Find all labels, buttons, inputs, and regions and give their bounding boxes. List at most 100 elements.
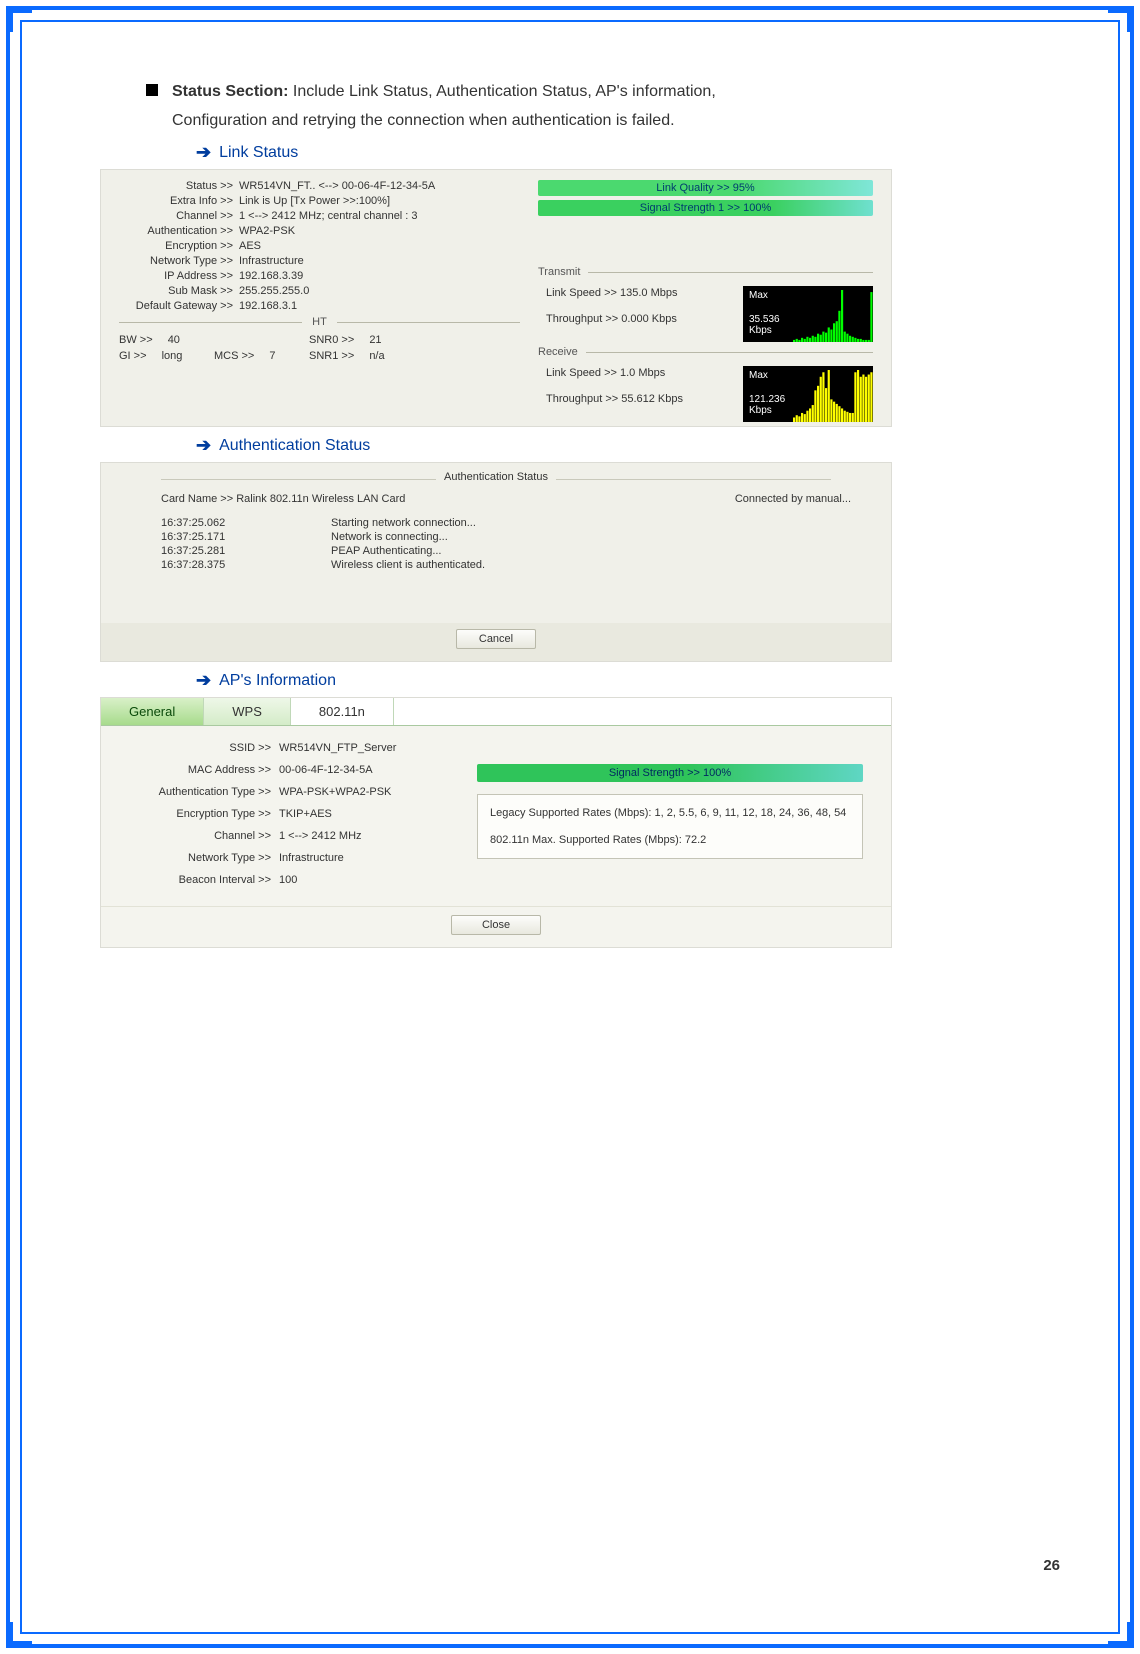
- value: 00-06-4F-12-34-5A: [279, 764, 373, 776]
- rx-graph: Max 121.236Kbps: [743, 366, 873, 422]
- tx-link-speed: Link Speed >> 135.0 Mbps: [546, 287, 735, 299]
- label: Network Type >>: [129, 852, 279, 864]
- value: WPA-PSK+WPA2-PSK: [279, 786, 391, 798]
- cancel-button[interactable]: Cancel: [456, 629, 536, 649]
- label: SSID >>: [129, 742, 279, 754]
- tab-spacer: [394, 698, 891, 725]
- receive-title: Receive: [538, 346, 578, 358]
- log-message: Network is connecting...: [331, 531, 448, 543]
- arrow-icon: ➔: [196, 435, 211, 456]
- graph-max-label: Max: [749, 290, 768, 301]
- legacy-rates: Legacy Supported Rates (Mbps): 1, 2, 5.5…: [490, 805, 850, 822]
- corner: [1108, 10, 1130, 32]
- close-button[interactable]: Close: [451, 915, 541, 935]
- label: Network Type >>: [119, 255, 239, 267]
- screenshot-link-status: Status >>WR514VN_FT.. <--> 00-06-4F-12-3…: [100, 169, 892, 427]
- square-bullet-icon: [146, 84, 158, 96]
- label: Sub Mask >>: [119, 285, 239, 297]
- label: Default Gateway >>: [119, 300, 239, 312]
- screenshot-ap-info: General WPS 802.11n SSID >>WR514VN_FTP_S…: [100, 697, 892, 948]
- rx-throughput: Throughput >> 55.612 Kbps: [546, 393, 735, 405]
- arrow-label: AP's Information: [219, 672, 336, 690]
- ht-label: HT: [302, 316, 337, 328]
- page-content: Status Section: Include Link Status, Aut…: [50, 50, 1090, 1604]
- link-status-right: Link Quality >> 95% Signal Strength 1 >>…: [538, 180, 873, 422]
- auth-log: 16:37:25.062Starting network connection.…: [101, 511, 891, 623]
- transmit-title: Transmit: [538, 266, 580, 278]
- value: long: [162, 350, 183, 362]
- value: 100: [279, 874, 297, 886]
- label: BW >>: [119, 334, 153, 346]
- label: GI >>: [119, 350, 147, 362]
- log-message: Wireless client is authenticated.: [331, 559, 485, 571]
- value: TKIP+AES: [279, 808, 332, 820]
- value: AES: [239, 240, 520, 252]
- graph-unit: Kbps: [749, 325, 772, 336]
- value: WR514VN_FTP_Server: [279, 742, 396, 754]
- value: 255.255.255.0: [239, 285, 520, 297]
- log-row: 16:37:25.171Network is connecting...: [161, 531, 851, 543]
- log-timestamp: 16:37:25.281: [161, 545, 331, 557]
- value: 192.168.3.39: [239, 270, 520, 282]
- arrow-auth-status: ➔ Authentication Status: [110, 435, 1030, 456]
- card-name-label: Card Name >> Ralink 802.11n Wireless LAN…: [161, 493, 405, 505]
- log-row: 16:37:25.281PEAP Authenticating...: [161, 545, 851, 557]
- corner: [10, 1622, 32, 1644]
- log-timestamp: 16:37:25.171: [161, 531, 331, 543]
- arrow-link-status: ➔ Link Status: [110, 142, 1030, 163]
- arrow-label: Authentication Status: [219, 437, 370, 455]
- value: 21: [369, 334, 381, 346]
- value: 7: [269, 350, 275, 362]
- log-message: PEAP Authenticating...: [331, 545, 441, 557]
- graph-max-label: Max: [749, 370, 768, 381]
- bullet-text: Status Section: Include Link Status, Aut…: [172, 80, 716, 103]
- value: n/a: [369, 350, 384, 362]
- corner: [10, 10, 32, 32]
- log-row: 16:37:25.062Starting network connection.…: [161, 517, 851, 529]
- tx-graph: Max 35.536Kbps: [743, 286, 873, 342]
- value: Link is Up [Tx Power >>:100%]: [239, 195, 520, 207]
- signal-strength-bar: Signal Strength 1 >> 100%: [538, 200, 873, 216]
- arrow-label: Link Status: [219, 144, 298, 162]
- value: WR514VN_FT.. <--> 00-06-4F-12-34-5A: [239, 180, 520, 192]
- value: 40: [168, 334, 180, 346]
- connected-label: Connected by manual...: [735, 493, 851, 505]
- value: 192.168.3.1: [239, 300, 520, 312]
- value: WPA2-PSK: [239, 225, 520, 237]
- link-status-left: Status >>WR514VN_FT.. <--> 00-06-4F-12-3…: [119, 180, 520, 422]
- rates-box: Legacy Supported Rates (Mbps): 1, 2, 5.5…: [477, 794, 863, 859]
- value: 1 <--> 2412 MHz: [279, 830, 362, 842]
- log-timestamp: 16:37:28.375: [161, 559, 331, 571]
- log-row: 16:37:28.375Wireless client is authentic…: [161, 559, 851, 571]
- label: SNR1 >>: [309, 350, 354, 362]
- tabs: General WPS 802.11n: [101, 698, 891, 726]
- tab-wps[interactable]: WPS: [204, 698, 291, 725]
- label: Encryption >>: [119, 240, 239, 252]
- tab-general[interactable]: General: [101, 698, 204, 725]
- label: MAC Address >>: [129, 764, 279, 776]
- label: Status >>: [119, 180, 239, 192]
- tx-throughput: Throughput >> 0.000 Kbps: [546, 313, 735, 325]
- ap-signal-bar: Signal Strength >> 100%: [477, 764, 863, 782]
- label: Authentication Type >>: [129, 786, 279, 798]
- label: IP Address >>: [119, 270, 239, 282]
- label: Extra Info >>: [119, 195, 239, 207]
- bullet-desc1: Include Link Status, Authentication Stat…: [288, 83, 715, 100]
- graph-unit: Kbps: [749, 405, 772, 416]
- tab-80211n[interactable]: 802.11n: [291, 698, 394, 725]
- rx-link-speed: Link Speed >> 1.0 Mbps: [546, 367, 735, 379]
- corner: [1108, 1622, 1130, 1644]
- label: Authentication >>: [119, 225, 239, 237]
- value: 1 <--> 2412 MHz; central channel : 3: [239, 210, 520, 222]
- link-quality-bar: Link Quality >> 95%: [538, 180, 873, 196]
- log-message: Starting network connection...: [331, 517, 476, 529]
- label: Channel >>: [119, 210, 239, 222]
- arrow-icon: ➔: [196, 142, 211, 163]
- ap-right-column: Signal Strength >> 100% Legacy Supported…: [477, 742, 863, 896]
- bullet-title: Status Section:: [172, 83, 288, 100]
- bullet-continuation: Configuration and retrying the connectio…: [110, 109, 1030, 132]
- label: Channel >>: [129, 830, 279, 842]
- value: Infrastructure: [239, 255, 520, 267]
- graph-value: 121.236: [749, 394, 785, 405]
- label: SNR0 >>: [309, 334, 354, 346]
